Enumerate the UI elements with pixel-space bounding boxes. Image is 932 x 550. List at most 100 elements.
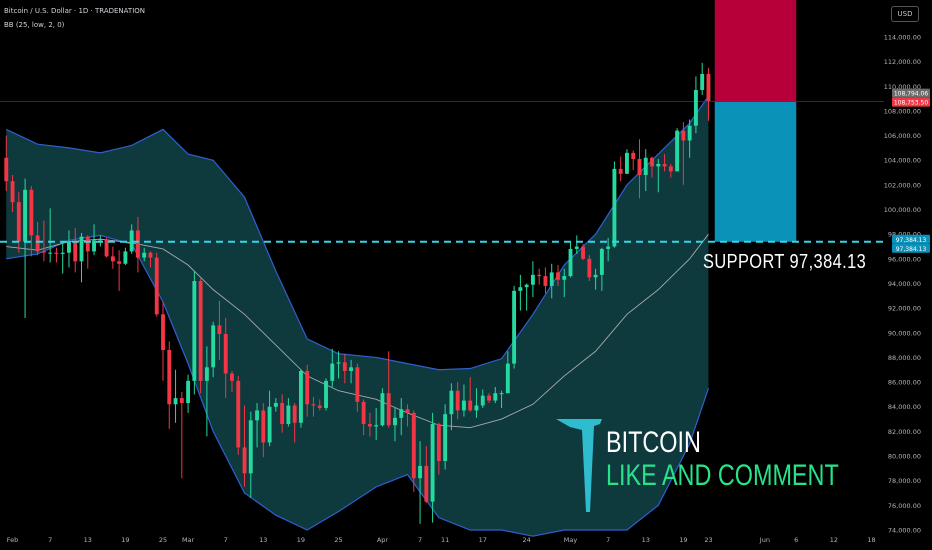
candle-body bbox=[662, 163, 667, 167]
candle-body bbox=[48, 252, 53, 254]
candle-body bbox=[367, 424, 372, 427]
candle-body bbox=[342, 362, 347, 371]
candle-body bbox=[273, 403, 278, 407]
x-tick-label: 6 bbox=[794, 536, 798, 544]
candle-body bbox=[286, 405, 291, 424]
candle-body bbox=[537, 274, 542, 277]
price-label-text: 108,794.06 bbox=[894, 91, 929, 98]
candle-body bbox=[217, 325, 222, 335]
y-tick-label: 100,000.00 bbox=[884, 206, 921, 214]
candle-body bbox=[568, 248, 573, 277]
currency-button[interactable]: USD bbox=[891, 6, 919, 22]
candle-body bbox=[79, 236, 84, 262]
candle-body bbox=[142, 252, 147, 258]
candle-body bbox=[499, 393, 504, 395]
candle-body bbox=[110, 256, 115, 262]
candle-body bbox=[643, 157, 648, 176]
candle-body bbox=[593, 274, 598, 278]
candle-body bbox=[248, 420, 253, 474]
x-tick-label: May bbox=[564, 536, 578, 544]
candle-body bbox=[154, 257, 159, 315]
y-tick-label: 94,000.00 bbox=[888, 280, 921, 288]
candle-body bbox=[73, 241, 78, 262]
candle-body bbox=[543, 276, 548, 286]
x-tick-label: 18 bbox=[867, 536, 875, 544]
candle-body bbox=[23, 189, 28, 242]
candle-body bbox=[60, 252, 65, 254]
price-label-box bbox=[892, 97, 930, 107]
candle-body bbox=[599, 248, 604, 275]
candle-body bbox=[631, 152, 636, 159]
candle-body bbox=[530, 274, 535, 285]
candle-body bbox=[298, 371, 303, 423]
candle-body bbox=[85, 236, 90, 252]
candle-body bbox=[161, 314, 165, 351]
candle-body bbox=[668, 166, 673, 172]
candle-body bbox=[618, 168, 623, 174]
bollinger-band-fill bbox=[6, 96, 709, 537]
indicator-legend[interactable]: BB (25, low, 2, 0) bbox=[4, 21, 65, 29]
candle-body bbox=[581, 246, 586, 259]
y-tick-label: 112,000.00 bbox=[884, 58, 921, 66]
x-tick-label: 12 bbox=[830, 536, 838, 544]
candle-body bbox=[104, 239, 109, 257]
x-tick-label: 13 bbox=[84, 536, 92, 544]
x-tick-label: 24 bbox=[522, 536, 530, 544]
x-tick-label: 7 bbox=[48, 536, 52, 544]
candle-body bbox=[524, 284, 529, 288]
candle-body bbox=[54, 252, 59, 254]
candle-body bbox=[687, 125, 692, 141]
candle-body bbox=[380, 393, 385, 426]
support-annotation: SUPPORT 97,384.13 bbox=[703, 251, 867, 273]
x-tick-label: 7 bbox=[224, 536, 228, 544]
candle-body bbox=[656, 163, 661, 167]
candle-body bbox=[518, 287, 523, 291]
candle-body bbox=[167, 350, 172, 405]
candle-body bbox=[455, 390, 460, 411]
candle-body bbox=[192, 281, 197, 381]
y-tick-label: 84,000.00 bbox=[888, 403, 921, 411]
candle-body bbox=[411, 412, 416, 479]
candle-body bbox=[179, 398, 184, 404]
candle-body bbox=[424, 465, 429, 502]
candle-body bbox=[606, 246, 611, 249]
candle-body bbox=[255, 410, 259, 421]
candle-body bbox=[186, 380, 191, 404]
candle-body bbox=[574, 246, 579, 249]
bollinger-upper-line bbox=[6, 95, 709, 371]
candle-body bbox=[336, 362, 341, 364]
candle-body bbox=[693, 89, 698, 126]
y-tick-label: 98,000.00 bbox=[888, 231, 921, 239]
y-tick-label: 114,000.00 bbox=[884, 33, 921, 41]
x-tick-label: 19 bbox=[679, 536, 687, 544]
candle-body bbox=[637, 159, 642, 176]
candle-body bbox=[317, 405, 322, 408]
candle-body bbox=[92, 240, 96, 252]
candle-body bbox=[418, 465, 423, 479]
x-tick-label: 25 bbox=[159, 536, 167, 544]
candle-body bbox=[436, 424, 441, 461]
target-zone bbox=[714, 101, 797, 242]
y-tick-label: 106,000.00 bbox=[884, 132, 921, 140]
x-tick-label: 7 bbox=[418, 536, 422, 544]
candle-body bbox=[625, 152, 629, 174]
x-tick-label: Feb bbox=[7, 536, 19, 544]
candle-body bbox=[4, 157, 9, 182]
candle-body bbox=[430, 424, 435, 502]
candle-body bbox=[443, 414, 448, 461]
y-tick-label: 92,000.00 bbox=[888, 305, 921, 313]
candle-body bbox=[173, 398, 178, 405]
candle-body bbox=[349, 367, 354, 371]
candle-body bbox=[493, 393, 498, 401]
candle-body bbox=[305, 371, 310, 405]
candle-body bbox=[267, 406, 272, 443]
candle-body bbox=[236, 380, 241, 448]
x-tick-label: 23 bbox=[704, 536, 712, 544]
candle-body bbox=[474, 405, 479, 411]
candle-body bbox=[261, 410, 266, 443]
candle-body bbox=[117, 261, 122, 264]
y-tick-label: 74,000.00 bbox=[888, 527, 921, 535]
brand-logo-icon bbox=[556, 419, 602, 512]
candle-body bbox=[129, 230, 134, 252]
